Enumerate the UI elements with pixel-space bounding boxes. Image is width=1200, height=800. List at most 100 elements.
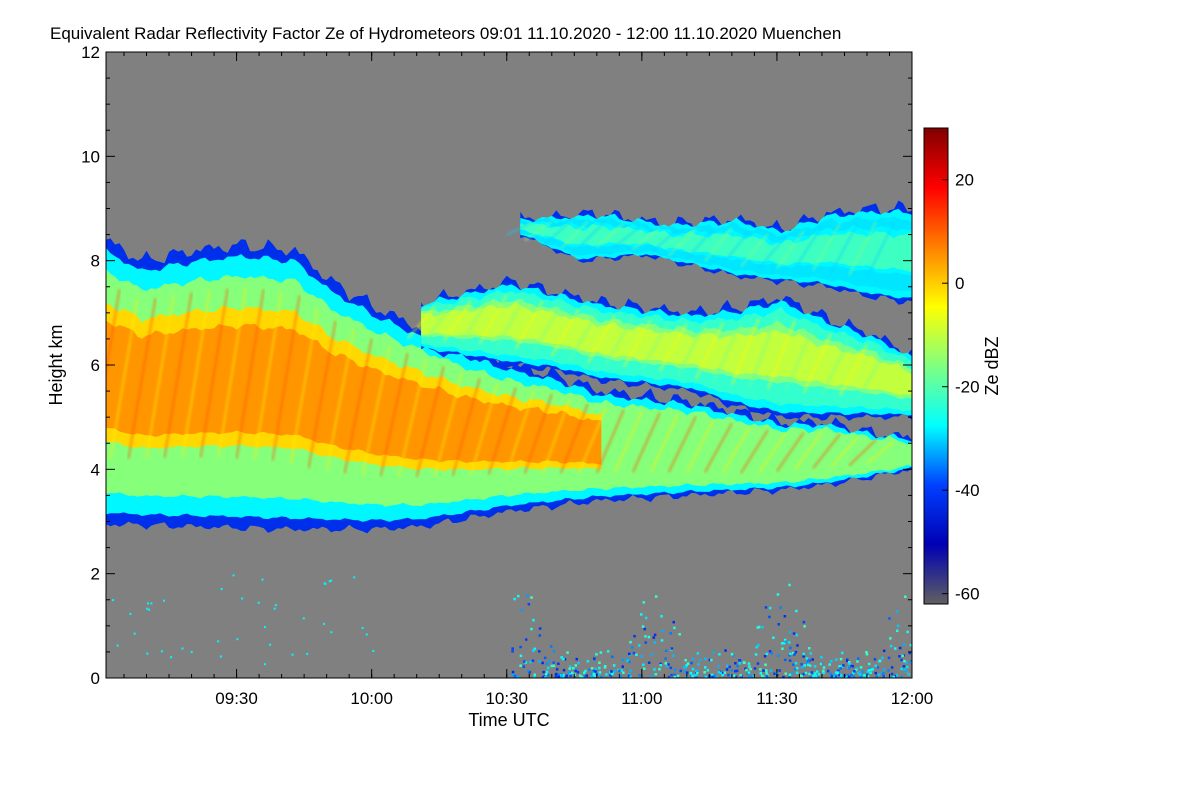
echo-pixel <box>856 660 859 663</box>
echo-pixel <box>791 651 795 655</box>
echo-pixel <box>302 617 305 620</box>
echo-pixel <box>870 668 873 672</box>
echo-pixel <box>522 665 526 668</box>
colorbar-tick-label: -60 <box>955 585 980 604</box>
echo-pixel <box>595 653 598 656</box>
fall-streak <box>181 290 211 458</box>
echo-pixel <box>833 673 837 676</box>
echo-pixel <box>719 671 722 675</box>
echo-pixel <box>545 662 548 666</box>
echo-pixel <box>839 676 843 678</box>
echo-pixel <box>772 636 775 639</box>
echo-pixel <box>116 644 119 647</box>
cloud-layer <box>106 238 912 534</box>
echo-pixel <box>273 607 276 610</box>
colorbar-tick-label: 20 <box>955 171 974 190</box>
echo-pixel <box>557 675 561 678</box>
echo-pixel <box>861 670 864 674</box>
echo-pixel <box>579 674 582 677</box>
echo-pixel <box>574 664 577 667</box>
echo-pixel <box>660 639 664 642</box>
echo-pixel <box>852 676 856 678</box>
echo-pixel <box>755 645 758 649</box>
cloud-layer <box>406 275 912 421</box>
echo-pixel <box>621 658 625 662</box>
echo-pixel <box>628 660 631 664</box>
echo-pixel <box>181 647 184 650</box>
echo-pixel <box>146 607 149 610</box>
echo-pixel <box>545 673 548 676</box>
echo-pixel <box>813 672 817 675</box>
fall-streak <box>415 366 445 478</box>
echo-pixel <box>882 672 885 675</box>
echo-pixel <box>698 658 702 662</box>
echo-pixel <box>640 655 643 658</box>
echo-pixel <box>788 583 791 587</box>
echo-pixel <box>697 663 700 666</box>
echo-pixel <box>804 671 808 675</box>
echo-pixel <box>732 674 736 677</box>
echo-pixel <box>576 671 580 674</box>
fall-streak <box>794 431 823 471</box>
echo-pixel <box>759 668 762 671</box>
echo-pixel <box>813 665 817 668</box>
y-tick-label: 2 <box>91 565 100 584</box>
fall-streak <box>217 287 247 458</box>
echo-pixel <box>791 672 794 675</box>
echo-pixel <box>830 660 833 663</box>
echo-pixel <box>523 660 526 663</box>
echo-pixel <box>850 673 853 677</box>
fall-streak <box>668 228 697 257</box>
echo-pixel <box>559 673 562 677</box>
echo-pixel <box>676 674 680 678</box>
fall-streak <box>595 409 625 474</box>
echo-pixel <box>619 675 622 678</box>
echo-pixel <box>555 668 559 671</box>
echo-pixel <box>777 623 780 626</box>
fall-streak <box>857 351 886 399</box>
fall-streak <box>758 431 787 474</box>
echo-pixel <box>638 674 641 677</box>
echo-pixel <box>863 674 866 677</box>
fall-streak <box>776 431 805 472</box>
echo-pixel <box>808 672 811 676</box>
echo-pixel <box>909 643 912 647</box>
echo-pixel <box>864 673 868 676</box>
echo-pixel <box>710 658 713 662</box>
echo-pixel <box>574 669 577 673</box>
echo-pixel <box>587 668 591 671</box>
echo-pixel <box>594 667 598 671</box>
echo-pixel <box>513 674 517 678</box>
echo-pixel <box>780 642 784 645</box>
fall-streak <box>271 295 301 461</box>
echo-pixel <box>605 673 608 676</box>
echo-pixel <box>261 578 264 581</box>
echo-pixel <box>835 658 838 661</box>
fall-streak <box>686 227 715 260</box>
echo-pixel <box>900 658 903 662</box>
x-tick-label: 09:30 <box>215 689 258 708</box>
fall-streak <box>109 297 139 459</box>
echo-pixel <box>724 649 727 652</box>
echo-pixel <box>530 627 533 631</box>
echo-pixel <box>726 664 729 668</box>
echo-pixel <box>538 627 542 630</box>
echo-pixel <box>711 675 714 678</box>
fall-streak <box>289 308 319 465</box>
echo-pixel <box>805 661 809 665</box>
echo-pixel <box>865 653 869 656</box>
echo-pixel <box>604 665 607 668</box>
echo-pixel <box>590 672 594 676</box>
echo-pixel <box>654 595 658 598</box>
echo-pixel <box>810 671 814 674</box>
echo-pixel <box>572 667 575 670</box>
echo-pixel <box>812 674 815 678</box>
echo-pixel <box>781 647 784 650</box>
echo-pixel <box>629 675 632 678</box>
echo-pixel <box>575 657 578 661</box>
echo-pixel <box>907 672 910 676</box>
echo-pixel <box>908 651 911 655</box>
echo-pixel <box>306 652 309 655</box>
fall-streak <box>541 398 571 474</box>
echo-pixel <box>517 675 520 678</box>
